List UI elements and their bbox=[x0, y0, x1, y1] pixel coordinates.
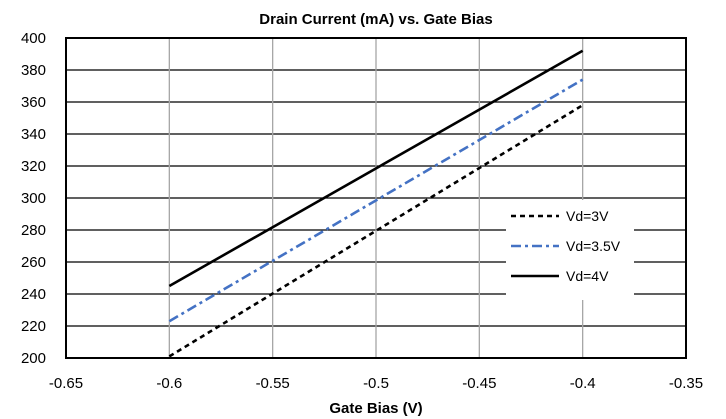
legend-box bbox=[506, 200, 634, 300]
series-line bbox=[168, 49, 584, 288]
legend-label: Vd=3.5V bbox=[566, 238, 621, 254]
y-tick-label: 300 bbox=[21, 190, 46, 207]
grid-lines bbox=[65, 37, 687, 359]
plot-area-frame bbox=[65, 37, 687, 359]
x-tick-label: -0.65 bbox=[49, 375, 83, 392]
y-tick-label: 400 bbox=[21, 30, 46, 47]
series-lines bbox=[168, 49, 584, 358]
legend-label: Vd=4V bbox=[566, 268, 609, 284]
y-tick-label: 220 bbox=[21, 318, 46, 335]
tick-labels: 200 220 240 260 280 300 320 340 360 380 400 -0.65 -0… bbox=[21, 30, 703, 392]
y-tick-label: 280 bbox=[21, 222, 46, 239]
y-tick-label: 200 bbox=[21, 350, 46, 367]
x-tick-label: -0.35 bbox=[669, 375, 703, 392]
y-tick-label: 360 bbox=[21, 94, 46, 111]
y-tick-label: 240 bbox=[21, 286, 46, 303]
x-axis-label: Gate Bias (V) bbox=[329, 400, 422, 417]
y-tick-label: 340 bbox=[21, 126, 46, 143]
x-tick-label: -0.6 bbox=[156, 375, 182, 392]
y-tick-label: 380 bbox=[21, 62, 46, 79]
chart-title: Drain Current (mA) vs. Gate Bias bbox=[259, 11, 492, 28]
legend-label: Vd=3V bbox=[566, 208, 609, 224]
y-tick-label: 260 bbox=[21, 254, 46, 271]
series-line bbox=[168, 78, 584, 323]
x-tick-label: -0.5 bbox=[363, 375, 389, 392]
y-tick-label: 320 bbox=[21, 158, 46, 175]
x-tick-label: -0.45 bbox=[462, 375, 496, 392]
x-tick-label: -0.55 bbox=[256, 375, 290, 392]
legend: Vd=3V Vd=3.5V Vd=4V bbox=[506, 200, 634, 300]
x-tick-label: -0.4 bbox=[570, 375, 596, 392]
